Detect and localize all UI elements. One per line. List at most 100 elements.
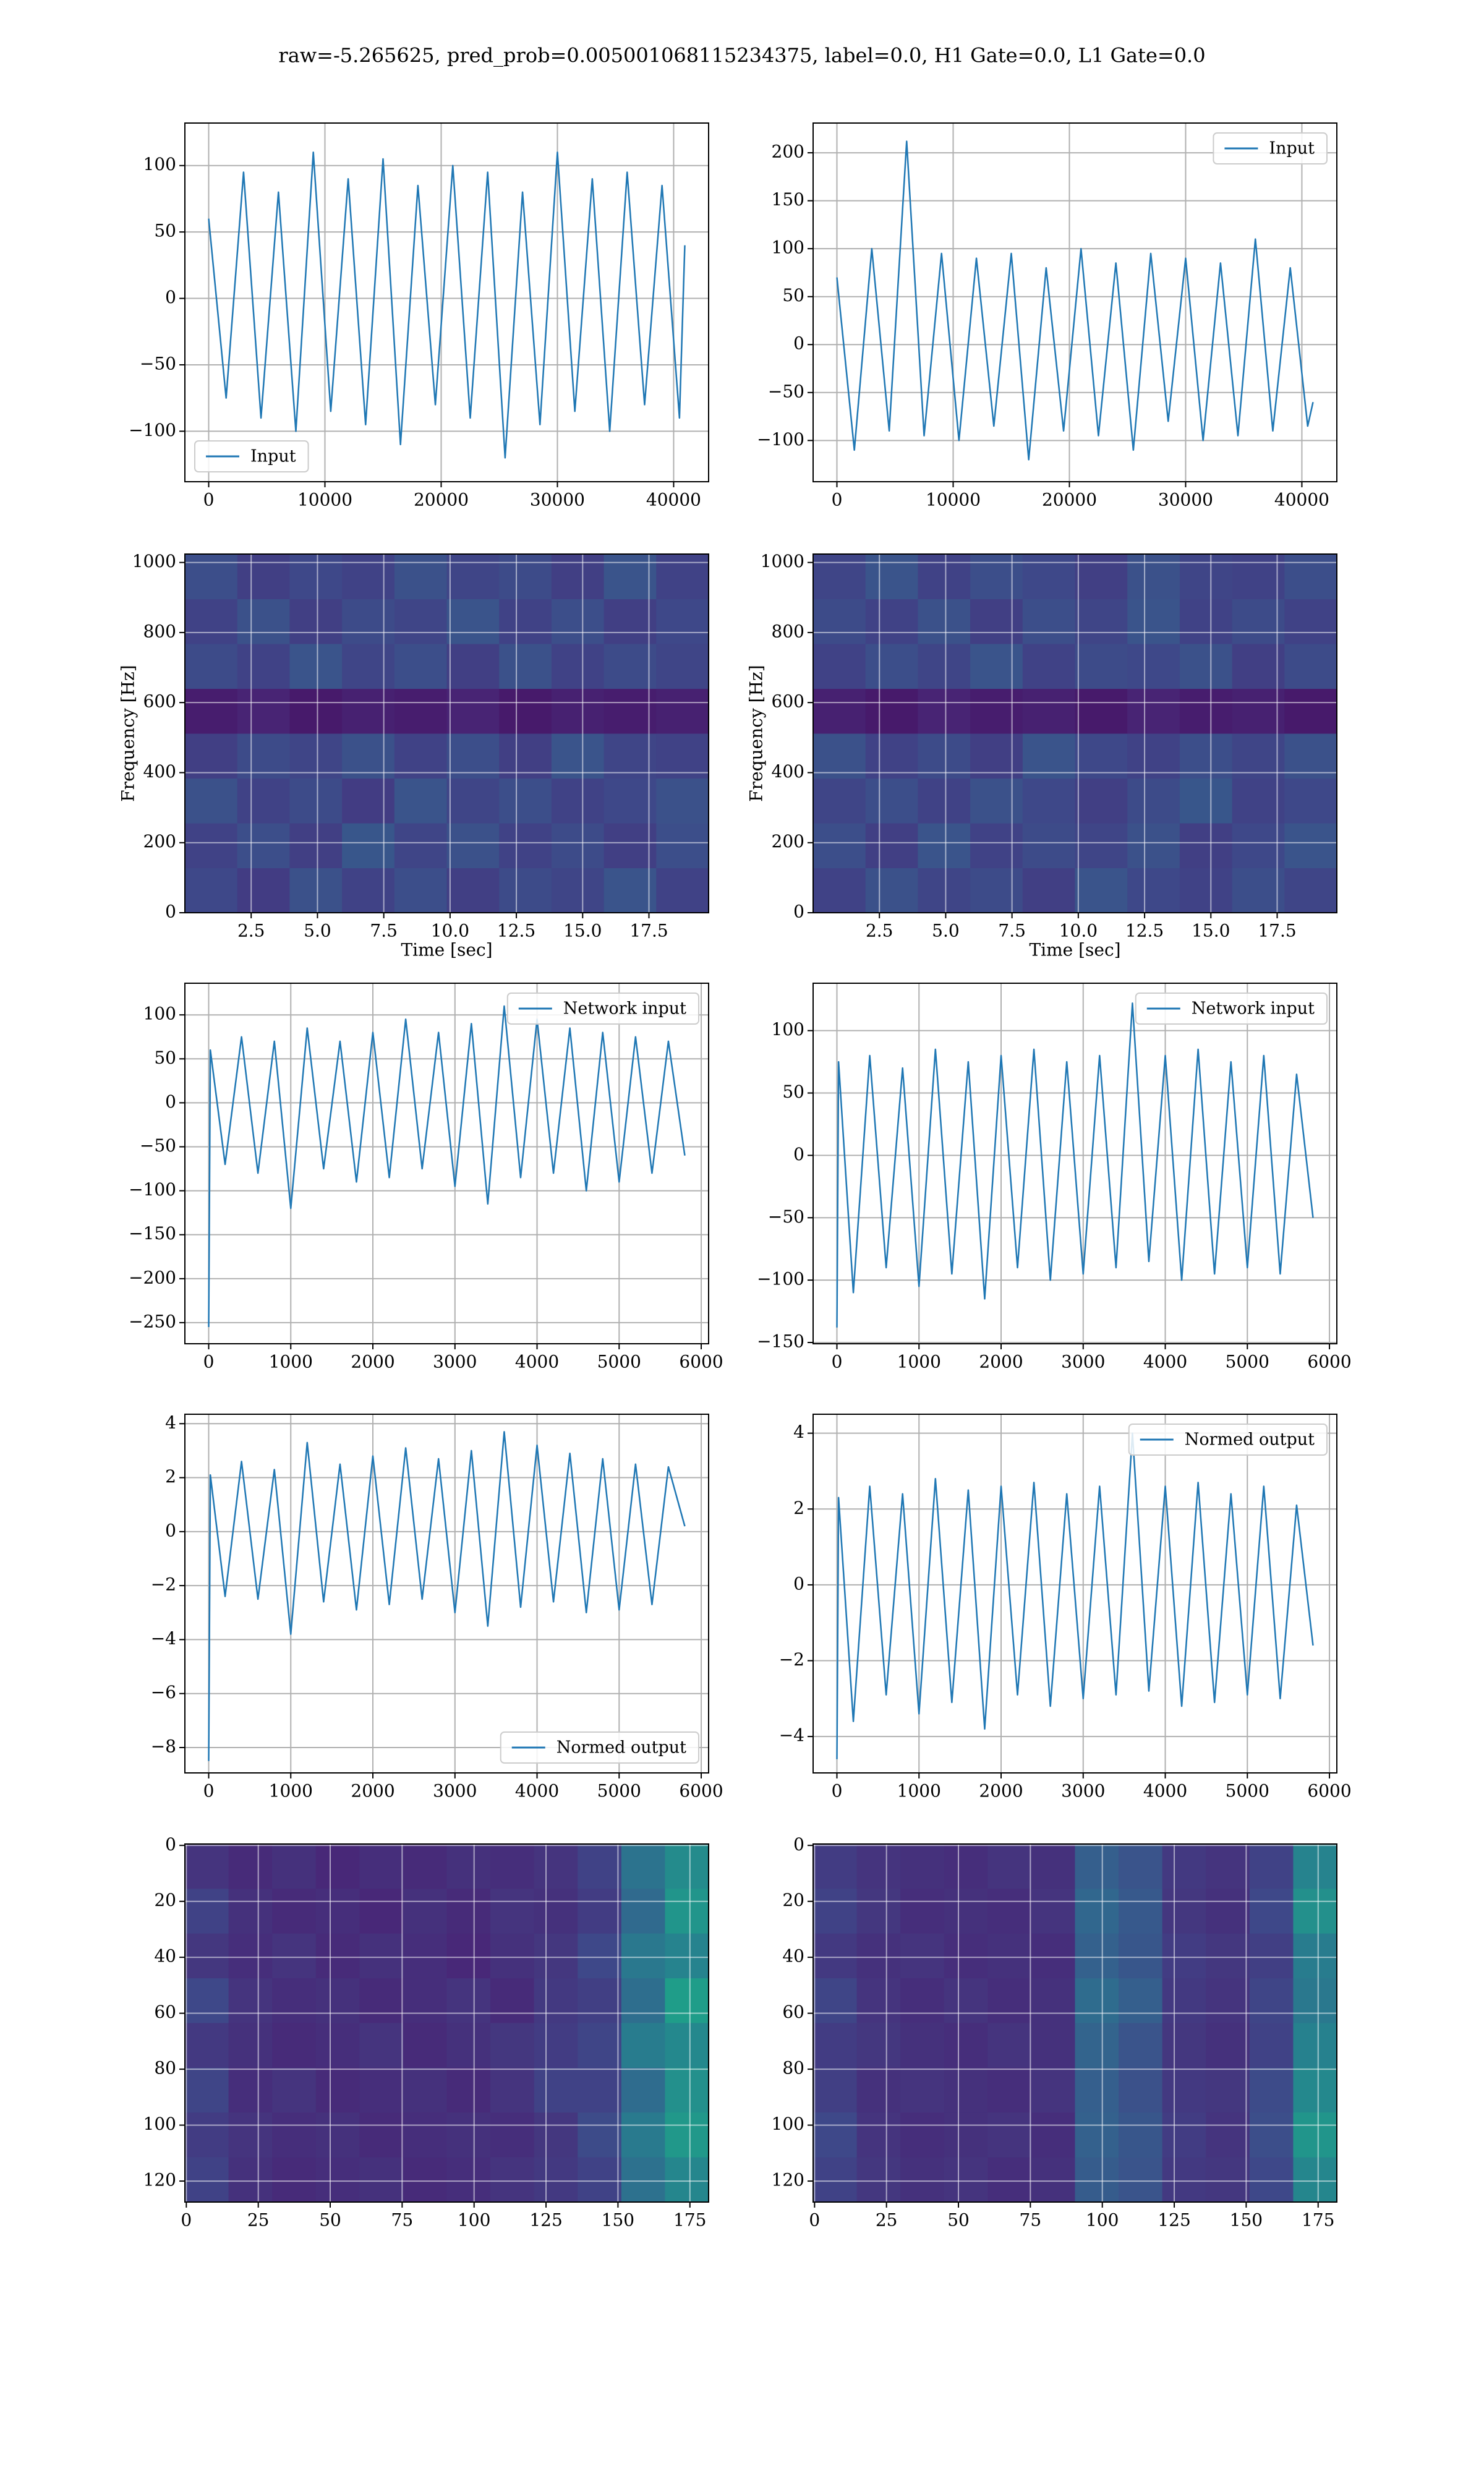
heatmap-cell (1232, 644, 1285, 689)
heatmap-cell (446, 2112, 491, 2158)
heatmap-cell (1022, 868, 1075, 913)
heatmap-cell (499, 733, 552, 779)
heatmap-cell (446, 554, 500, 599)
heatmap-cell (342, 644, 395, 689)
heatmap-cell (813, 2067, 858, 2113)
heatmap-cell (534, 1844, 578, 1889)
heatmap-cell (289, 733, 343, 779)
y-tick-label: 120 (143, 2170, 176, 2190)
heatmap-cell (1179, 868, 1233, 913)
heatmap-cell (856, 1933, 901, 1979)
y-tick-label: 100 (772, 2114, 804, 2134)
heatmap-cell (665, 1844, 709, 1889)
x-tick-label: 17.5 (1258, 921, 1296, 941)
heatmap-cell (944, 1933, 988, 1979)
heatmap-cell (1284, 688, 1337, 734)
subplot: 2.5 5.0 7.5 10.0 12.5 15.0 17.5 0 200 400 600 800 10… (118, 551, 709, 960)
heatmap-cell (403, 1844, 447, 1889)
heatmap-cell (856, 2157, 901, 2203)
heatmap-cell (315, 1889, 360, 1934)
figure-title: raw=-5.265625, pred_prob=0.0050010681152… (278, 44, 1205, 67)
heatmap-cell (603, 868, 657, 913)
heatmap-cell (656, 823, 709, 868)
axes-frame (184, 983, 709, 1344)
heatmap-cell (315, 2067, 360, 2113)
heatmap-cell (1119, 1844, 1163, 1889)
heatmap-cell (1075, 2067, 1119, 2113)
x-tick-label: 12.5 (497, 921, 535, 941)
heatmap-cell (185, 1889, 229, 1934)
heatmap-cell (970, 554, 1023, 599)
heatmap-cell (813, 554, 866, 599)
heatmap-cell (1127, 778, 1180, 824)
x-tick-label: 12.5 (1125, 921, 1164, 941)
heatmap-cell (394, 778, 447, 824)
heatmap-cell (403, 2112, 447, 2158)
heatmap-cell (1206, 1933, 1250, 1979)
heatmap-cell (1293, 2112, 1337, 2158)
heatmap-cell (289, 823, 343, 868)
heatmap-cell (656, 644, 709, 689)
heatmap-cell (813, 1889, 858, 1934)
heatmap-cell (403, 1978, 447, 2023)
heatmap-cell (446, 1933, 491, 1979)
legend-box (506, 993, 699, 1025)
axes-frame (184, 122, 709, 482)
heatmap-cell (185, 2067, 229, 2113)
heatmap-cell (856, 1978, 901, 2023)
legend: Normed output (500, 1731, 699, 1764)
heatmap-cell (1119, 1978, 1163, 2023)
heatmap-cell (665, 2112, 709, 2158)
x-tick-label: 6000 (679, 1352, 723, 1372)
heatmap-cell (1206, 1844, 1250, 1889)
heatmap-cell (228, 1844, 273, 1889)
heatmap-cell (1284, 554, 1337, 599)
x-tick-label: 0 (203, 1781, 215, 1801)
heatmap-cell (1162, 1844, 1206, 1889)
heatmap-cell (1119, 2112, 1163, 2158)
x-tick-label: 30000 (530, 490, 585, 510)
heatmap-cell (970, 778, 1023, 824)
y-tick-label: −8 (151, 1736, 176, 1756)
x-tick-label: 6000 (1307, 1781, 1351, 1801)
heatmap-cell (1075, 733, 1128, 779)
heatmap-cell (987, 1933, 1032, 1979)
x-tick-label: 1000 (269, 1781, 313, 1801)
heatmap-cell (1031, 2112, 1075, 2158)
heatmap-cell (1022, 778, 1075, 824)
heatmap-cell (813, 823, 866, 868)
heatmap-cell (1075, 823, 1128, 868)
heatmap-cell (621, 1978, 665, 2023)
heatmap-cell (1022, 644, 1075, 689)
heatmap-cell (1031, 2023, 1075, 2068)
x-tick-label: 5000 (597, 1781, 641, 1801)
heatmap-cell (1284, 733, 1337, 779)
y-tick-label: −150 (129, 1223, 176, 1244)
heatmap-cell (272, 2157, 317, 2203)
heatmap-cell (1249, 1889, 1294, 1934)
y-tick-label: 0 (793, 1834, 804, 1855)
heatmap-cell (228, 2157, 273, 2203)
y-tick-label: −200 (129, 1267, 176, 1287)
heatmap-cell (621, 1933, 665, 1979)
heatmap-cell (665, 2067, 709, 2113)
heatmap-cell (534, 2112, 578, 2158)
heatmap-cell (1284, 644, 1337, 689)
heatmap-cell (856, 2112, 901, 2158)
heatmap-cell (621, 1889, 665, 1934)
x-tick-label: 5000 (1226, 1781, 1269, 1801)
heatmap-cell (856, 1844, 901, 1889)
heatmap-cell (272, 1933, 317, 1979)
heatmap-cell (865, 554, 918, 599)
heatmap-cell (551, 778, 605, 824)
heatmap-cell (342, 599, 395, 644)
x-tick-label: 125 (529, 2210, 562, 2231)
x-tick-label: 0 (832, 1352, 843, 1372)
x-tick-label: 50 (947, 2210, 970, 2231)
heatmap-cell (1075, 688, 1128, 734)
x-tick-label: 0 (832, 1781, 843, 1801)
heatmap-cell (185, 688, 238, 734)
heatmap-cell (342, 823, 395, 868)
heatmap-cell (944, 1844, 988, 1889)
heatmap-cell (359, 1889, 404, 1934)
